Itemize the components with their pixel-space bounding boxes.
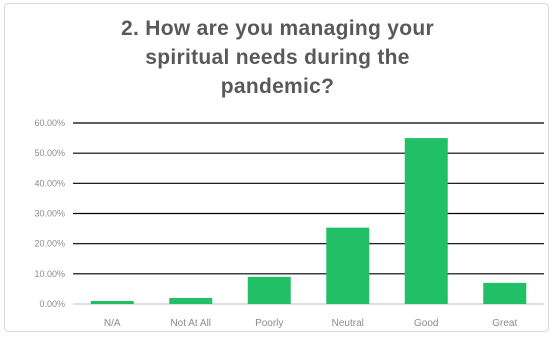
x-category-label: N/A — [104, 318, 121, 329]
y-axis-ticks: 0.00% 10.00% 20.00% 30.00% 40.00% 50.00% 60.00… — [34, 118, 65, 309]
bar-n-a — [90, 300, 134, 304]
x-category-label: Not At All — [170, 318, 211, 329]
bar-poorly — [247, 276, 291, 304]
bar-not-at-all — [169, 297, 213, 304]
x-category-label: Poorly — [255, 318, 283, 329]
y-tick-label: 0.00% — [39, 299, 65, 309]
x-category-label: Neutral — [332, 318, 364, 329]
chart-title-line-2: spiritual needs during the — [145, 46, 410, 69]
x-axis-categories: N/A Not At All Poorly Neutral Good Great — [104, 318, 518, 329]
y-tick-label: 30.00% — [34, 209, 65, 219]
y-tick-label: 20.00% — [34, 239, 65, 249]
bar-good — [404, 138, 448, 304]
y-tick-label: 60.00% — [34, 118, 65, 128]
y-tick-label: 40.00% — [34, 178, 65, 188]
x-category-label: Great — [492, 318, 517, 329]
y-tick-label: 10.00% — [34, 269, 65, 279]
bar-great — [483, 282, 527, 304]
y-tick-label: 50.00% — [34, 148, 65, 158]
bar-neutral — [326, 227, 370, 304]
chart-title: 2. How are you managing your spiritual n… — [0, 14, 555, 101]
gridlines — [73, 122, 544, 305]
chart-title-line-1: 2. How are you managing your — [121, 17, 434, 40]
bars — [90, 138, 527, 304]
chart-title-line-3: pandemic? — [220, 75, 335, 98]
x-category-label: Good — [414, 318, 438, 329]
